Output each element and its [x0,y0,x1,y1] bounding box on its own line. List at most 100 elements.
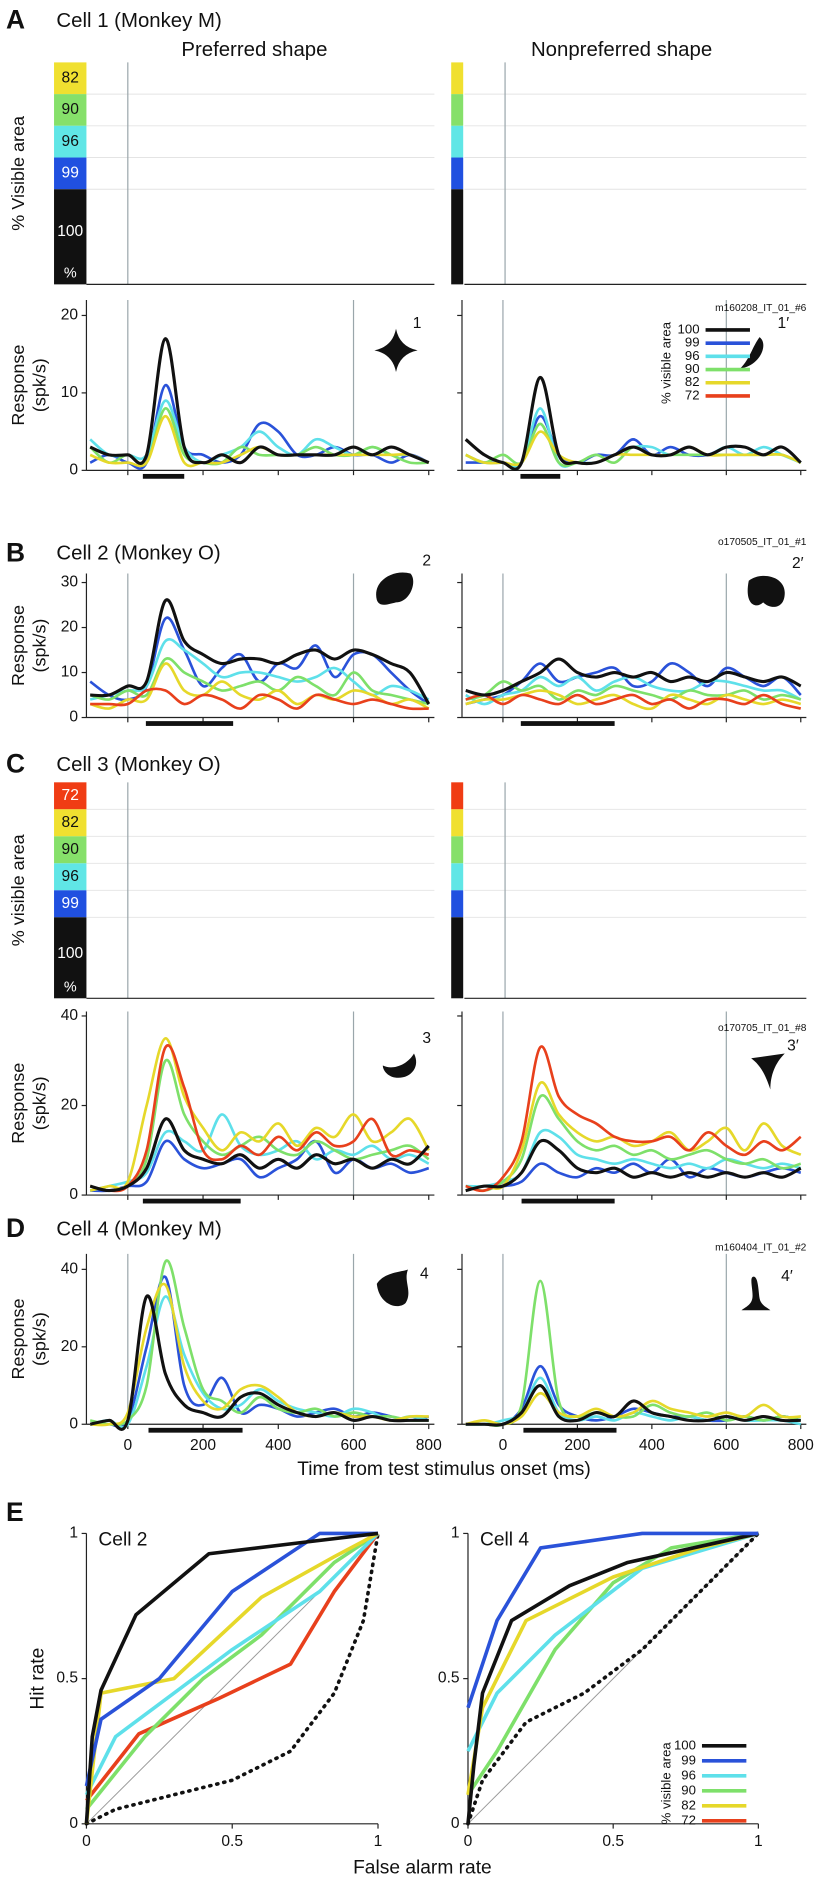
legend-label: 100 [678,321,700,336]
series-line [465,414,802,468]
y-tick-label: 1 [451,1525,460,1542]
condition-label: 99 [62,165,79,182]
y-axis-label: Response [8,605,28,686]
legend-label: 96 [685,348,700,363]
condition-label: 82 [62,814,79,831]
roc-curve [84,1531,379,1825]
roc-curve [466,1531,759,1709]
series-line [465,422,802,468]
x-tick-label: 400 [639,1437,665,1454]
condition-bar [451,125,464,158]
panel-letter: E [6,1497,24,1527]
plot-lines [465,1045,802,1193]
legend-label: 72 [685,387,700,402]
legend-label: 82 [685,374,700,389]
condition-label: 72 [62,787,79,804]
x-tick-label: 0 [464,1833,473,1850]
y-tick-label: 30 [61,574,79,591]
condition-label: 100 [57,223,83,240]
y-axis-label: Response [8,345,28,426]
y-axis-label: % visible area [8,834,28,946]
cell-id: m160404_IT_01_#2 [715,1243,807,1254]
y-axis-label: % Visible area [8,116,28,231]
shape-icon [376,1269,409,1307]
y-tick-label: 20 [61,619,79,636]
roc-curve [466,1531,759,1796]
x-tick-label: 200 [190,1437,216,1454]
series-line [90,687,429,711]
condition-bar [451,809,464,837]
y-tick-label: 0 [69,461,78,478]
legend-label: 82 [681,1797,696,1812]
cell-id: o170505_IT_01_#1 [718,537,807,548]
condition-bar [451,890,464,918]
shape-label: 3 [422,1030,431,1047]
condition-bar [451,157,464,190]
x-tick-label: 800 [788,1437,814,1454]
plot-lines [465,1279,802,1427]
shape-label: 2 [422,553,431,570]
legend-title: % visible area [659,1742,674,1825]
condition-label: 100 [57,945,83,962]
roc-curve [85,1532,380,1802]
condition-bar [451,189,464,285]
series-line [465,407,802,468]
y-tick-label: 40 [61,1007,79,1024]
analysis-window [521,1198,615,1204]
legend-label: 99 [685,335,700,350]
y-tick-label: 1 [69,1525,78,1542]
plot-lines [464,375,802,471]
y-axis-label: (spk/s) [30,619,50,673]
x-tick-label: 800 [416,1437,442,1454]
series-line [465,1279,802,1427]
legend-label: 99 [681,1752,696,1767]
x-tick-label: 600 [713,1437,739,1454]
series-line [89,1117,430,1193]
x-tick-label: 0.5 [221,1833,243,1850]
condition-bar [451,94,464,126]
shape-icon [741,1276,771,1311]
roc-curve [84,1531,379,1787]
panel-title: Cell 1 (Monkey M) [56,10,221,32]
analysis-window [523,1427,617,1433]
shape-label: 3′ [787,1037,799,1054]
column-title: Preferred shape [181,39,327,61]
x-tick-label: 0.5 [602,1833,624,1850]
condition-bar [54,836,87,864]
shape-icon [374,328,418,372]
series-line [465,1391,801,1426]
shape-icon [382,1053,417,1078]
series-line [465,1138,802,1193]
panel-title: Cell 2 (Monkey O) [56,543,220,565]
y-tick-label: 0 [69,1415,78,1432]
legend-label: 90 [681,1782,696,1797]
x-tick-label: 200 [564,1437,590,1454]
cell-id: o170705_IT_01_#8 [718,1023,807,1034]
roc-curve [84,1532,380,1796]
shape-icon [751,1053,785,1090]
x-axis-label: False alarm rate [353,1857,492,1878]
x-tick-label: 0 [123,1437,132,1454]
series-line [465,693,802,710]
y-axis-label: Response [8,1299,28,1380]
plot-lines [89,337,430,470]
condition-label: 96 [62,133,79,150]
shape-icon [747,575,785,607]
y-tick-label: 0 [69,1815,78,1832]
condition-label: 82 [62,69,79,86]
series-line [465,1045,802,1193]
x-tick-label: 1 [374,1833,383,1850]
legend-title: % visible area [659,321,674,404]
panel-title: Cell 3 (Monkey O) [56,754,220,776]
series-line [89,657,430,706]
plot-lines [465,657,802,711]
y-axis-label: Hit rate [28,1648,49,1710]
roc-curve [84,1531,380,1826]
y-tick-label: 20 [61,307,79,324]
condition-label: 96 [62,868,79,885]
unit-label: % [64,979,77,995]
x-tick-label: 0 [499,1437,508,1454]
condition-bar [54,890,87,918]
condition-bar [54,157,87,190]
y-axis-label: Response [8,1063,28,1144]
